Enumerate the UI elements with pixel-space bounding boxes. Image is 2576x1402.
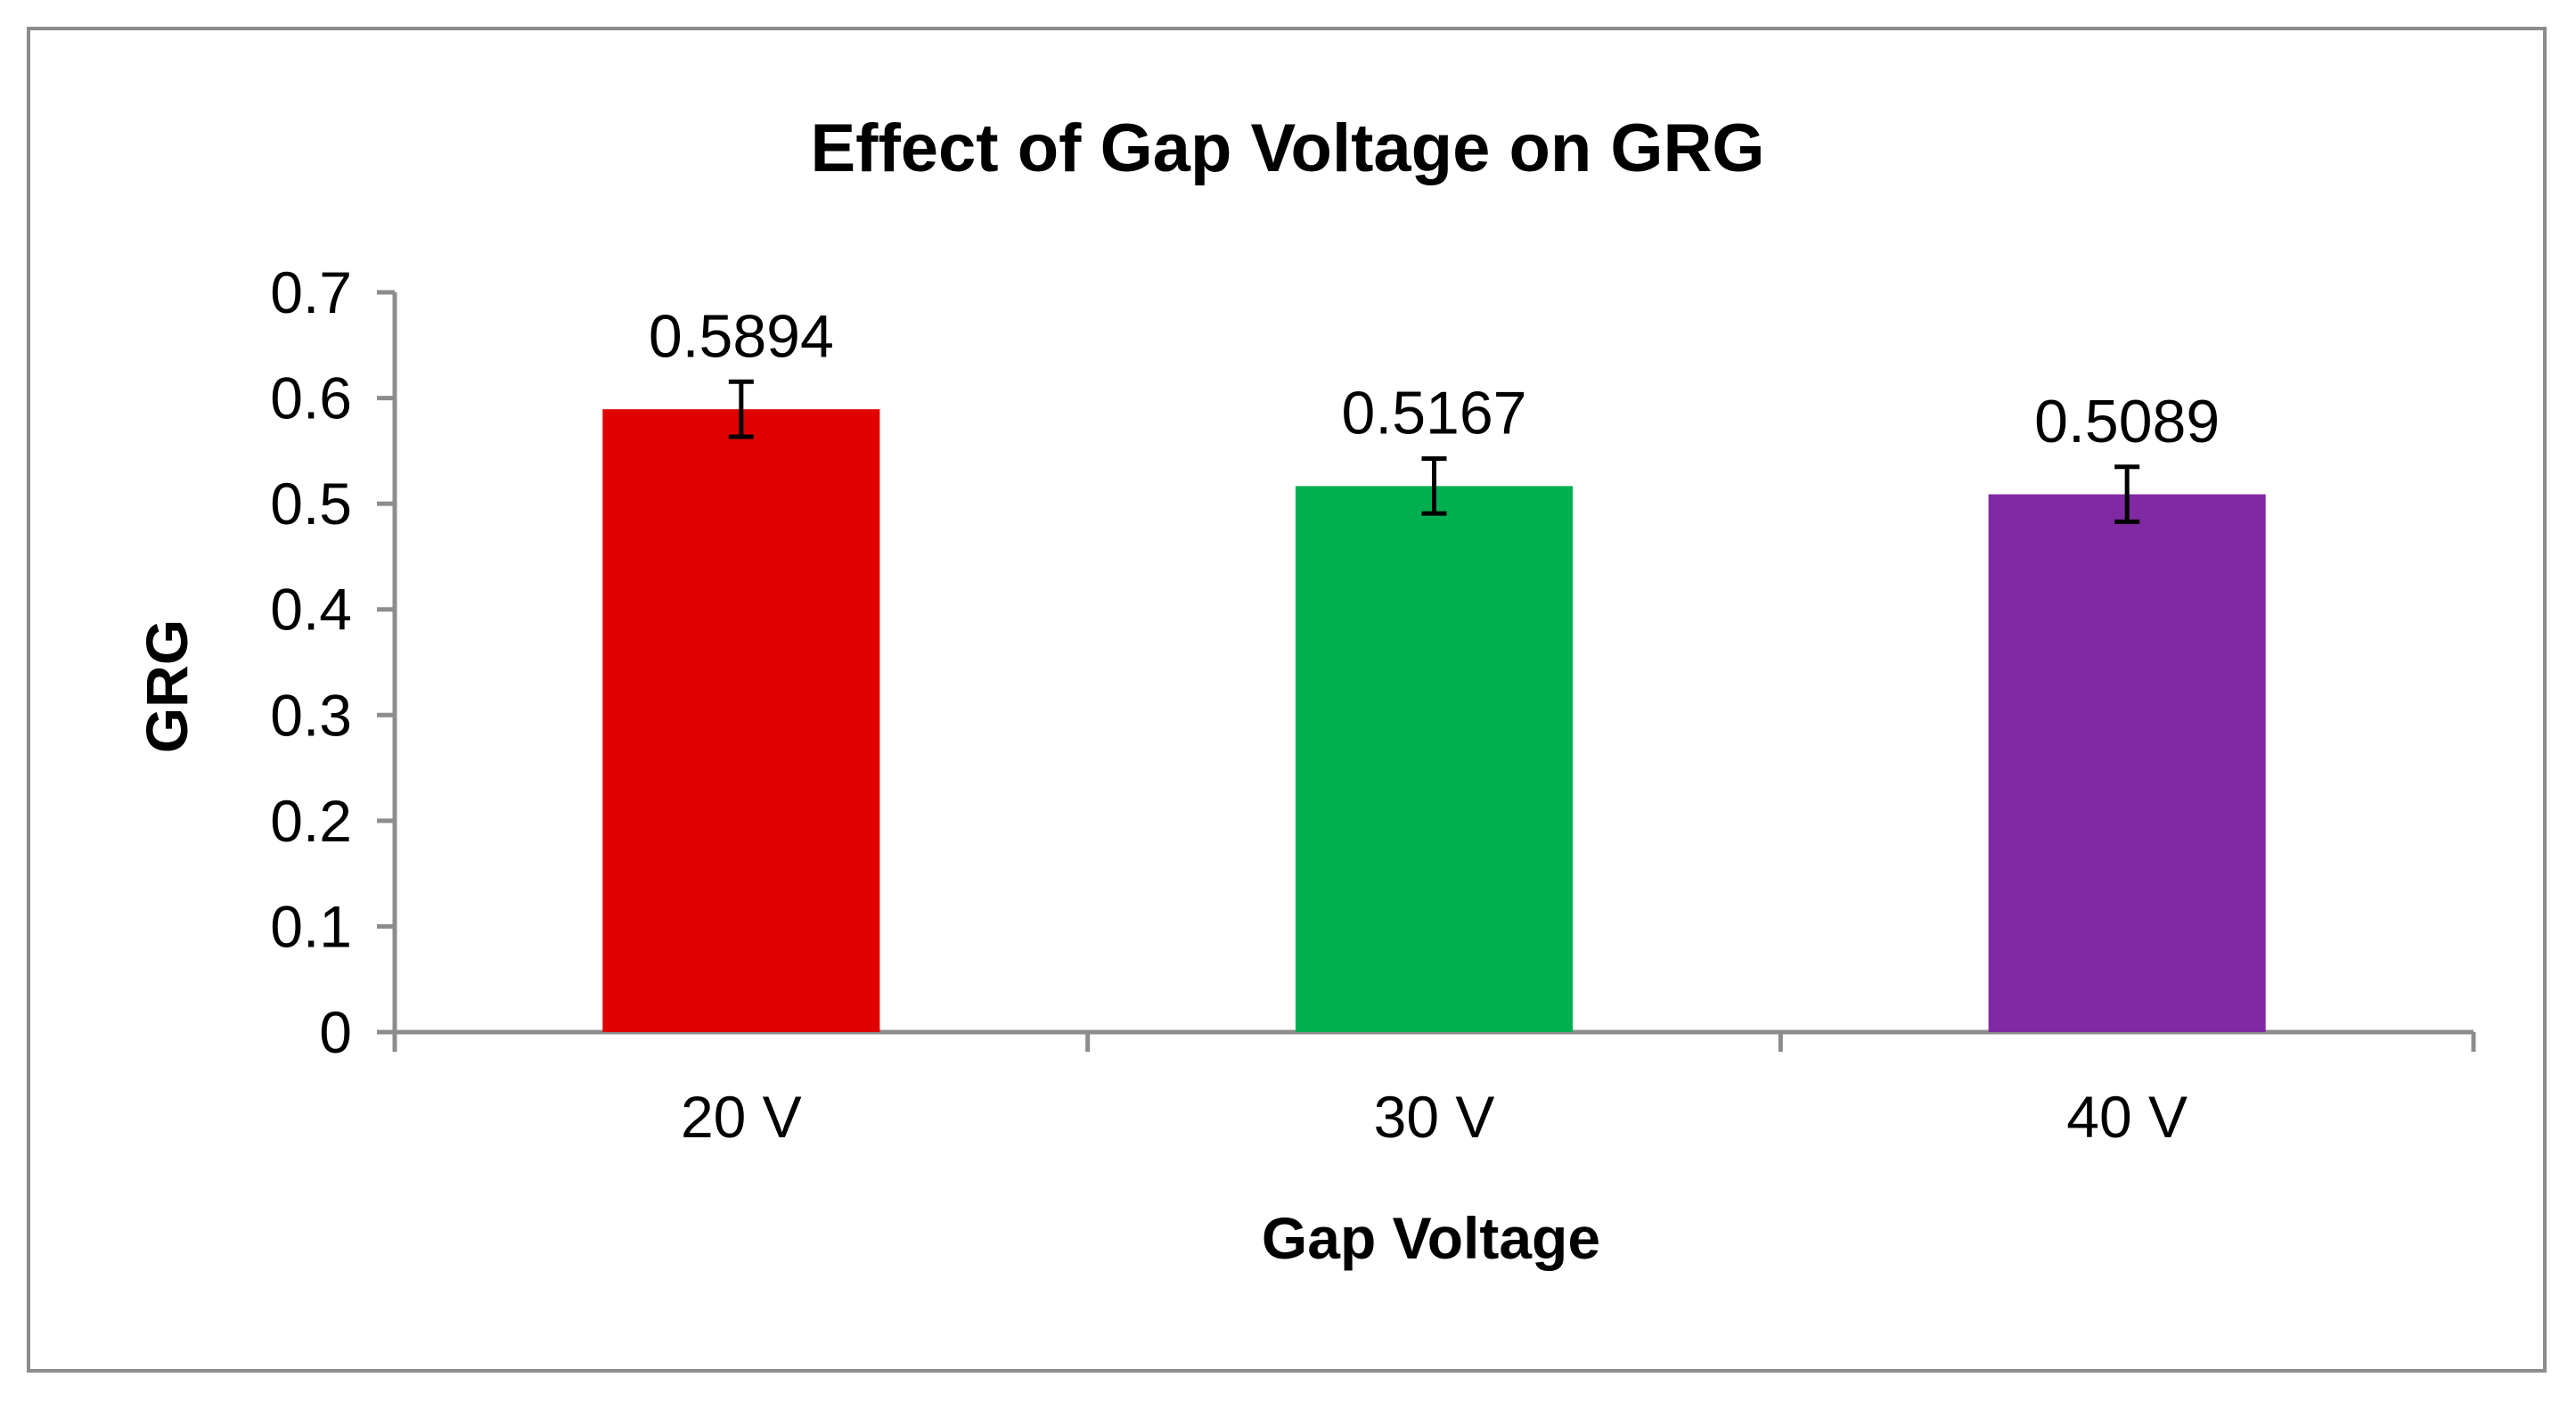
y-tick-label: 0.2	[270, 788, 352, 854]
y-tick-label: 0.7	[270, 259, 352, 325]
y-tick-label: 0.3	[270, 682, 352, 748]
x-tick-label: 30 V	[1374, 1084, 1495, 1150]
x-axis-title: Gap Voltage	[1262, 1205, 1600, 1271]
bar-40v	[1988, 494, 2266, 1032]
x-tick-label: 20 V	[681, 1084, 802, 1150]
plot-area: 0 0.1 0.2 0.3 0.4 0.5 0.6 0.7 0.5894 20 V 0.5167 30…	[270, 259, 2476, 1150]
y-tick-label: 0.1	[270, 893, 352, 959]
y-tick-label: 0.4	[270, 577, 352, 643]
y-tick-label: 0.5	[270, 471, 352, 537]
bar-30v	[1295, 486, 1574, 1032]
y-tick-label: 0.6	[270, 365, 352, 431]
bar-20v	[602, 409, 880, 1032]
y-axis-title: GRG	[134, 619, 200, 753]
data-label: 0.5894	[649, 302, 834, 370]
data-label: 0.5089	[2034, 388, 2220, 455]
x-tick-label: 40 V	[2066, 1084, 2188, 1150]
y-tick-label: 0	[319, 999, 352, 1065]
chart-title: Effect of Gap Voltage on GRG	[810, 111, 1764, 186]
data-label: 0.5167	[1342, 380, 1527, 447]
